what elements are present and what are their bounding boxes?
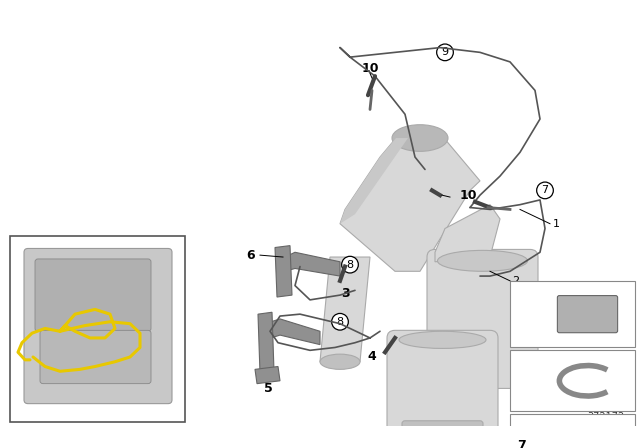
Polygon shape (340, 138, 408, 224)
Polygon shape (320, 257, 370, 362)
Text: 1: 1 (553, 219, 560, 229)
Ellipse shape (392, 125, 448, 151)
FancyBboxPatch shape (402, 421, 483, 448)
Polygon shape (340, 138, 480, 271)
Text: 3: 3 (340, 287, 349, 300)
Text: 4: 4 (367, 350, 376, 363)
Ellipse shape (399, 331, 486, 349)
Text: 7: 7 (541, 185, 548, 195)
FancyBboxPatch shape (557, 296, 618, 333)
Bar (510, 414, 635, 448)
FancyBboxPatch shape (24, 249, 172, 404)
Text: 10: 10 (460, 189, 477, 202)
Text: 8: 8 (337, 317, 344, 327)
Ellipse shape (438, 250, 527, 271)
Text: 372172: 372172 (588, 412, 625, 422)
Ellipse shape (320, 354, 360, 369)
Bar (10, 236, 185, 422)
FancyBboxPatch shape (557, 428, 618, 448)
Text: 8: 8 (518, 374, 526, 387)
Text: 2: 2 (512, 276, 519, 286)
Text: 9: 9 (518, 308, 526, 321)
Polygon shape (255, 366, 280, 383)
FancyBboxPatch shape (427, 250, 538, 388)
Polygon shape (275, 246, 292, 297)
Polygon shape (435, 205, 500, 262)
Polygon shape (258, 312, 274, 373)
Text: 8: 8 (346, 260, 353, 270)
FancyBboxPatch shape (35, 259, 151, 331)
FancyBboxPatch shape (387, 330, 498, 436)
Polygon shape (285, 252, 340, 276)
Bar (510, 281, 635, 348)
Polygon shape (265, 319, 320, 345)
Text: 5: 5 (264, 382, 273, 395)
Text: 10: 10 (361, 62, 379, 75)
Text: 6: 6 (246, 249, 255, 262)
FancyBboxPatch shape (40, 330, 151, 383)
Text: 7: 7 (518, 439, 526, 448)
Text: 9: 9 (442, 47, 449, 57)
Bar (510, 350, 635, 411)
